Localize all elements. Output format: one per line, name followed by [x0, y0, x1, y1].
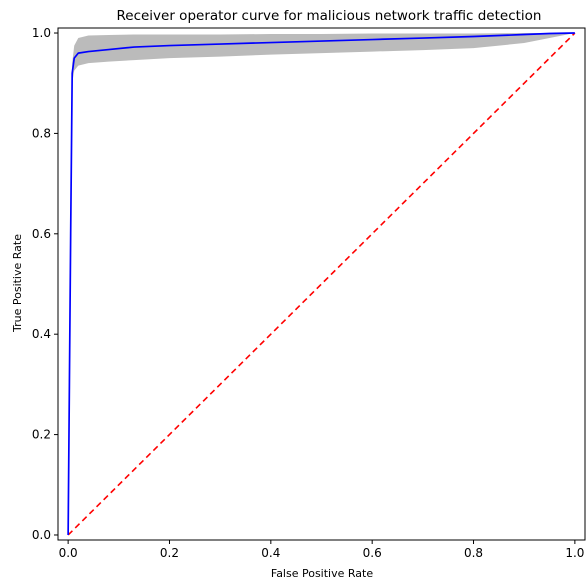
series-layer — [67, 32, 576, 536]
x-axis-ticks: 0.0 0.2 0.4 0.6 0.8 1.0 — [59, 540, 584, 560]
y-tick-label: 1.0 — [32, 26, 51, 40]
y-tick-label: 0.8 — [32, 126, 51, 140]
y-axis-label: True Positive Rate — [11, 234, 24, 333]
y-axis-ticks: 0.0 0.2 0.4 0.6 0.8 1.0 — [32, 26, 58, 542]
y-tick-label: 0.2 — [32, 428, 51, 442]
plot-area — [57, 27, 586, 541]
chart-title: Receiver operator curve for malicious ne… — [116, 8, 541, 24]
x-axis-label: False Positive Rate — [271, 567, 373, 580]
chance-diagonal-line — [67, 32, 576, 536]
x-tick-label: 0.2 — [160, 546, 179, 560]
x-tick-label: 0.6 — [363, 546, 382, 560]
plot-frame — [57, 27, 586, 541]
mean-roc-line — [67, 32, 575, 535]
y-tick-label: 0.0 — [32, 528, 51, 542]
y-tick-label: 0.4 — [32, 327, 51, 341]
x-tick-label: 1.0 — [565, 546, 584, 560]
y-tick-label: 0.6 — [32, 227, 51, 241]
x-tick-label: 0.4 — [261, 546, 280, 560]
x-tick-label: 0.8 — [464, 546, 483, 560]
x-tick-label: 0.0 — [59, 546, 78, 560]
